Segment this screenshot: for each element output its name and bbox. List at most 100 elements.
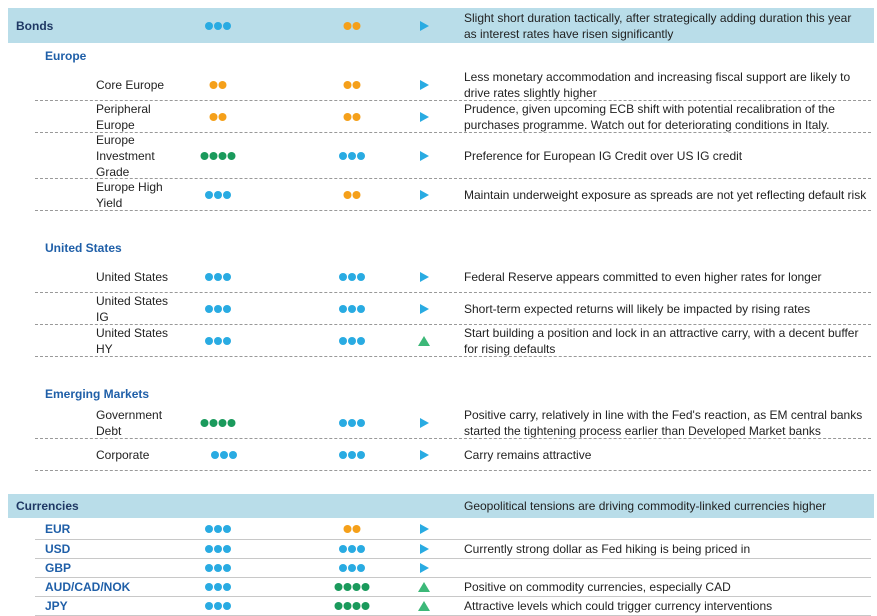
group-title: United States: [45, 241, 122, 255]
trend-arrow: [420, 417, 429, 428]
section-comment: Slight short duration tactically, after …: [464, 10, 852, 41]
rating-dots: [200, 151, 236, 160]
rating-dot: [334, 602, 343, 610]
arrow-shape: [420, 20, 429, 31]
rating-dot: [357, 304, 365, 313]
group-title: Europe: [45, 49, 87, 63]
rating-dot: [343, 80, 352, 89]
rating-dots: [343, 524, 361, 533]
rating-dot: [218, 151, 227, 160]
rating-dots: [205, 583, 231, 591]
rating-dot: [339, 151, 347, 160]
rating-dot: [343, 602, 352, 610]
rating-dot: [343, 112, 352, 121]
trend-arrow: [420, 79, 429, 90]
table-row: EUR: [35, 518, 871, 540]
rating-dot: [348, 272, 356, 281]
rating-dot: [339, 450, 347, 459]
rating-dot: [361, 602, 370, 610]
rating-dot: [205, 336, 213, 345]
trend-arrow: [420, 189, 429, 200]
rating-dot: [214, 304, 222, 313]
trend-arrow: [420, 271, 429, 282]
arrow-shape: [420, 417, 429, 428]
rating-dots: [339, 304, 365, 313]
rating-dot: [211, 450, 219, 459]
rating-dot: [214, 190, 222, 199]
rating-dot: [205, 304, 213, 313]
rating-dot: [339, 418, 347, 427]
rating-dots: [343, 112, 361, 121]
rating-dot: [352, 21, 361, 30]
rating-dot: [214, 336, 222, 345]
rating-dot: [209, 112, 218, 121]
row-label: United States HY: [96, 325, 169, 356]
table-row: Government Debt Positive carry, relativel…: [35, 407, 871, 439]
arrow-shape: [420, 79, 429, 90]
rating-dot: [352, 524, 361, 533]
rating-dots: [205, 272, 231, 281]
rating-dot: [357, 151, 365, 160]
rating-dot: [209, 151, 218, 160]
arrow-shape: [418, 335, 430, 346]
rating-dots: [343, 80, 361, 89]
rating-dots: [205, 564, 231, 572]
rating-dots: [211, 450, 237, 459]
trend-arrow: [420, 449, 429, 460]
rating-dot: [205, 545, 213, 553]
arrow-shape: [418, 601, 430, 611]
rating-dot: [214, 21, 222, 30]
rating-dots: [343, 190, 361, 199]
rating-dot: [214, 564, 222, 572]
rating-dot: [223, 602, 231, 610]
rating-dot: [339, 564, 347, 572]
rating-dot: [357, 545, 365, 553]
rating-dot: [223, 272, 231, 281]
rating-dot: [227, 151, 236, 160]
rating-dot: [205, 190, 213, 199]
table-row: Europe High Yield Maintain underweight ex…: [35, 179, 871, 211]
table-row: JPY Attractive levels which could trigger…: [35, 597, 871, 616]
arrow-shape: [420, 523, 429, 534]
row-comment: Short-term expected returns will likely …: [464, 301, 811, 316]
rating-dot: [339, 304, 347, 313]
row-label: AUD/CAD/NOK: [45, 580, 131, 594]
rating-dot: [223, 336, 231, 345]
rating-dots: [339, 272, 365, 281]
rating-dot: [223, 545, 231, 553]
rating-dot: [205, 602, 213, 610]
rating-dot: [205, 583, 213, 591]
rating-dots: [334, 602, 370, 610]
rating-dot: [227, 418, 236, 427]
row-comment: Start building a position and lock in an…: [464, 325, 859, 356]
rating-dot: [343, 21, 352, 30]
table-row: GBP: [35, 559, 871, 578]
rating-dot: [218, 112, 227, 121]
table-row: Corporate Carry remains attractive: [35, 439, 871, 471]
rating-dot: [214, 524, 222, 533]
section-comment: Geopolitical tensions are driving commod…: [464, 499, 827, 513]
arrow-shape: [420, 544, 429, 554]
rating-dot: [200, 151, 209, 160]
rating-dot: [218, 418, 227, 427]
rating-dot: [205, 21, 213, 30]
table-row: AUD/CAD/NOK Positive on commodity currenc…: [35, 578, 871, 597]
rating-dot: [214, 602, 222, 610]
rating-dot: [223, 524, 231, 533]
rating-dot: [357, 564, 365, 572]
rating-dot: [352, 190, 361, 199]
rating-dot: [223, 21, 231, 30]
table-row: United States IG Short-term expected retu…: [35, 293, 871, 325]
rating-dot: [352, 602, 361, 610]
rating-dot: [205, 272, 213, 281]
rating-dots: [339, 151, 365, 160]
rating-dot: [220, 450, 228, 459]
rating-dots: [205, 545, 231, 553]
row-label: EUR: [45, 521, 71, 536]
table-row: United States Federal Reserve appears com…: [35, 261, 871, 293]
arrow-shape: [420, 563, 429, 573]
rating-dot: [214, 272, 222, 281]
rating-dot: [343, 190, 352, 199]
rating-dot: [348, 336, 356, 345]
